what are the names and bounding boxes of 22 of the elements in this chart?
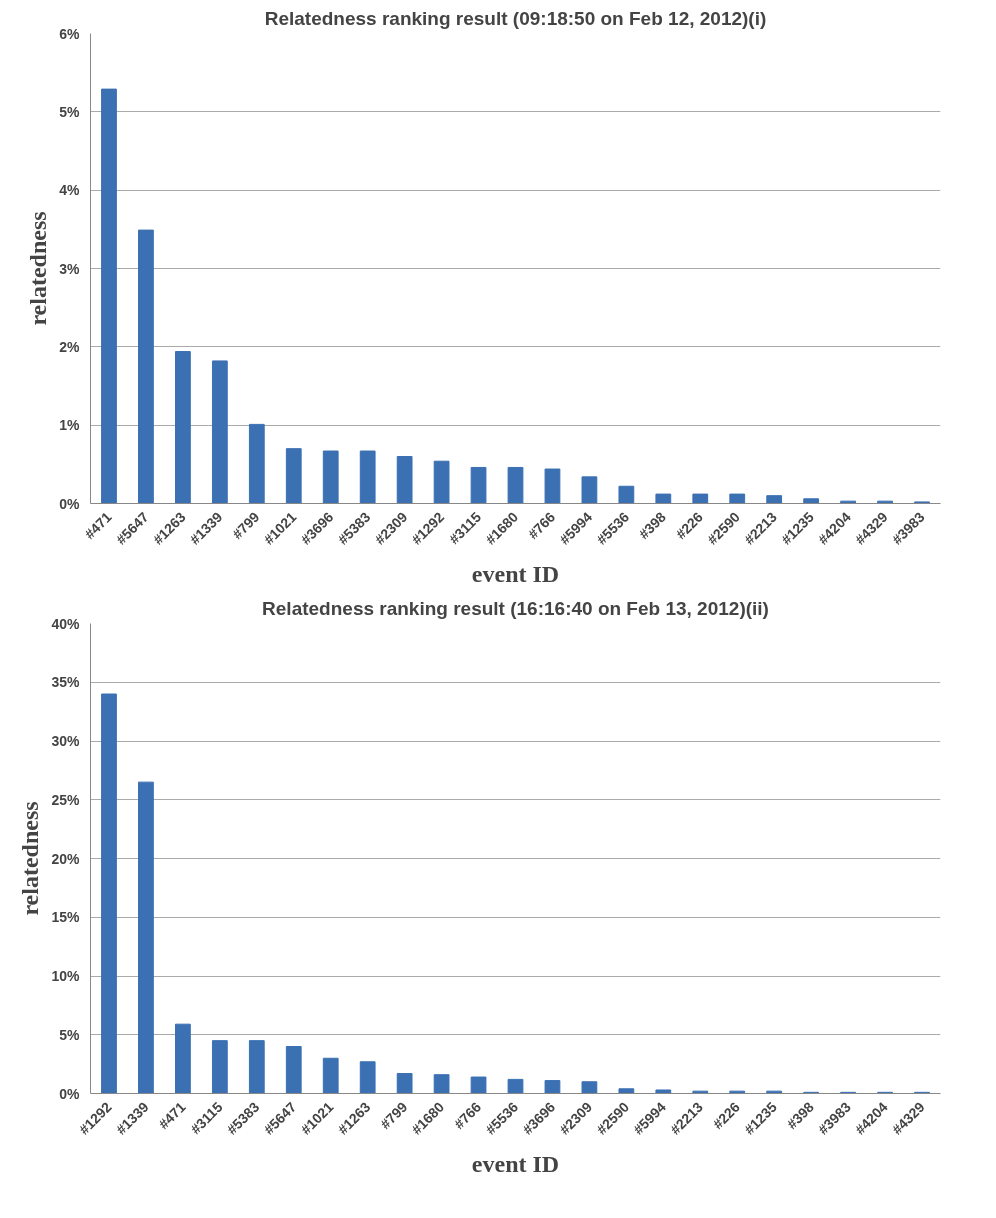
y-tick-label: 3% xyxy=(59,260,81,277)
y-tick-label: 40% xyxy=(51,615,81,632)
y-tick-label: 5% xyxy=(59,1026,81,1043)
chart-title: Relatedness ranking result (09:18:50 on Feb 12, 2012)(i) xyxy=(264,7,767,29)
y-axis-title: relatedness xyxy=(17,801,44,916)
y-tick-label: 25% xyxy=(51,791,81,808)
y-tick-label: 4% xyxy=(59,182,81,199)
y-tick-label: 20% xyxy=(51,850,81,867)
y-tick-label: 0% xyxy=(59,1085,81,1102)
y-tick-label: 2% xyxy=(59,338,81,355)
y-tick-label: 35% xyxy=(51,674,81,691)
x-axis-title: event ID xyxy=(471,1151,560,1178)
y-tick-label: 10% xyxy=(51,968,81,984)
y-tick-label: 30% xyxy=(51,733,81,749)
chart-title: Relatedness ranking result (16:16:40 on Feb 13, 2012)(ii) xyxy=(262,597,769,619)
y-tick-label: 15% xyxy=(51,909,81,926)
y-tick-label: 6% xyxy=(59,25,81,42)
x-axis-title: event ID xyxy=(471,561,560,588)
y-tick-label: 5% xyxy=(59,103,81,120)
y-axis-title: relatedness xyxy=(25,211,52,326)
y-tick-label: 0% xyxy=(59,495,81,512)
y-tick-label: 1% xyxy=(59,417,81,434)
